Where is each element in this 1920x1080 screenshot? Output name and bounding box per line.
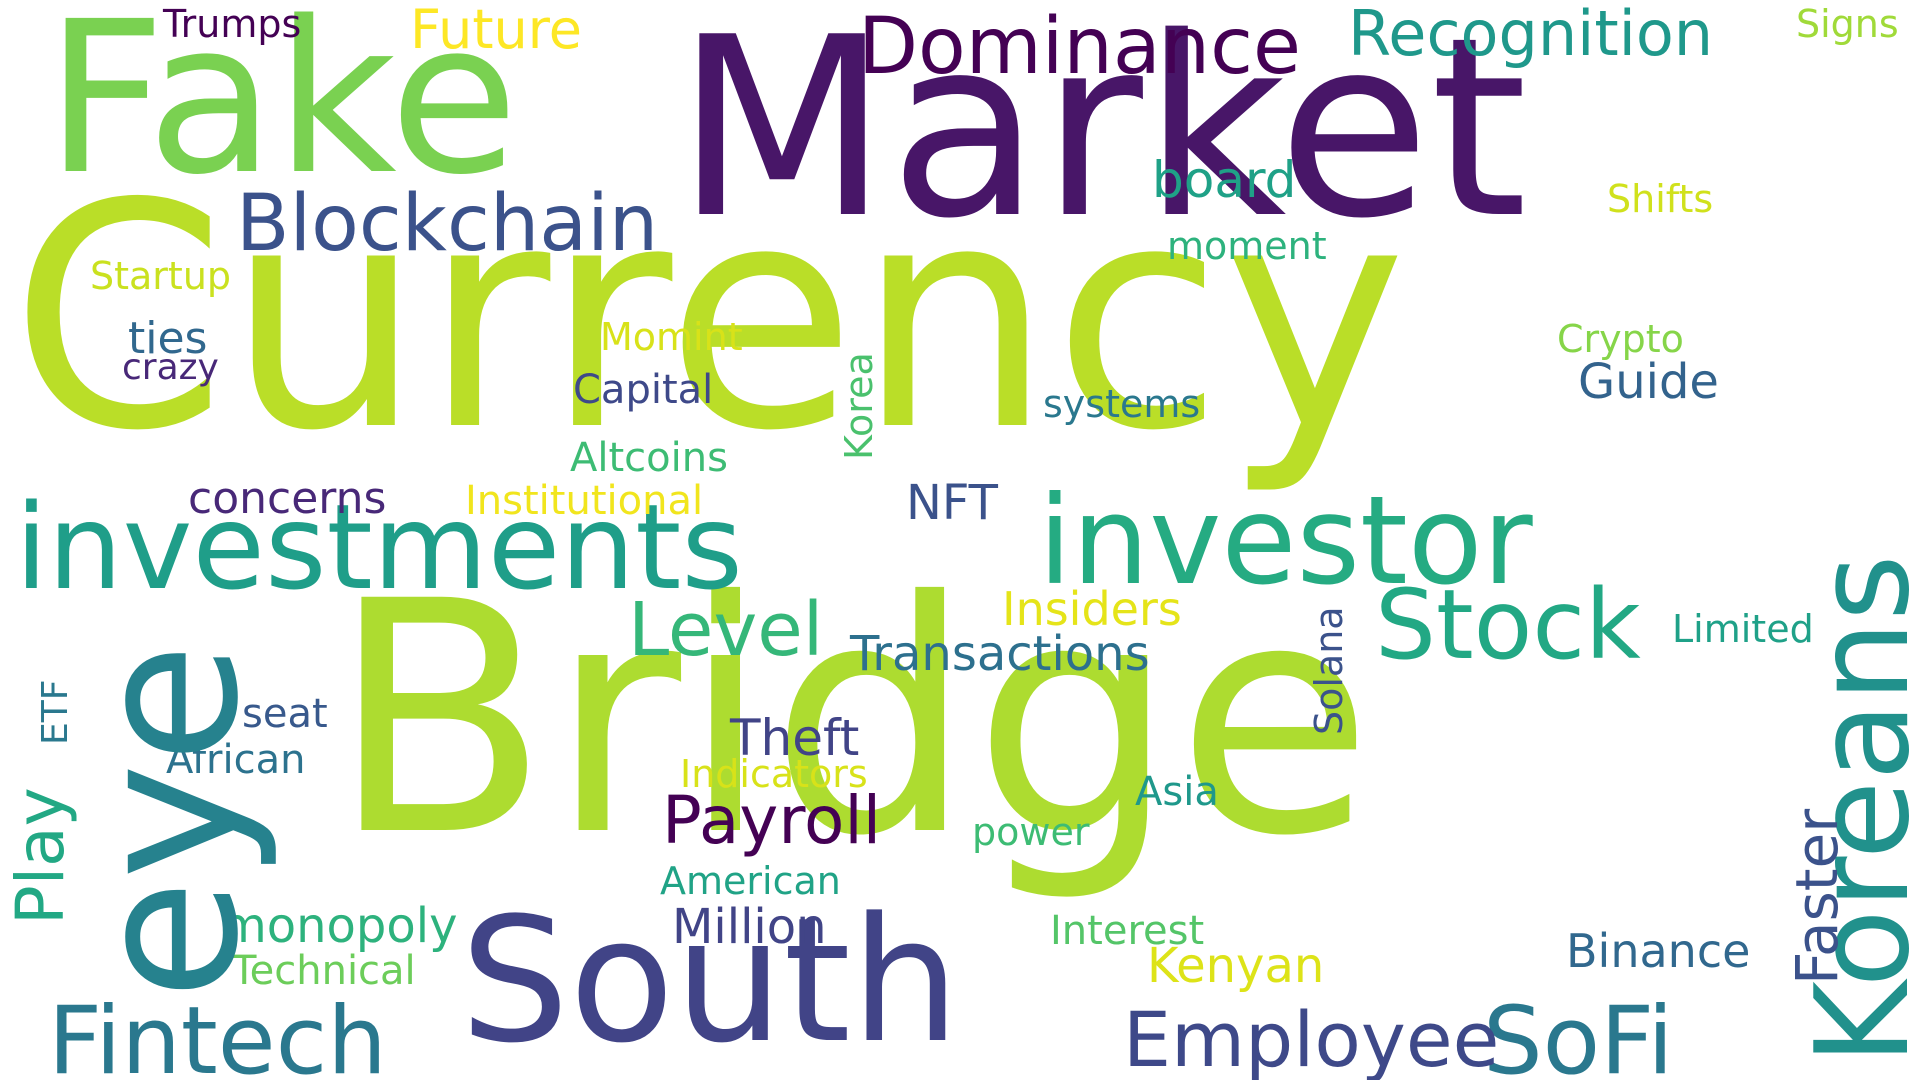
word-payroll: Payroll — [662, 782, 882, 859]
word-fake: Fake — [45, 0, 519, 221]
word-african: African — [166, 737, 306, 783]
word-theft: Theft — [730, 709, 860, 767]
word-ties: ties — [128, 313, 208, 364]
word-systems: systems — [1043, 382, 1201, 426]
word-shifts: Shifts — [1607, 177, 1714, 221]
word-currency: Currency — [10, 138, 1407, 499]
word-crypto: Crypto — [1557, 317, 1684, 361]
word-insiders: Insiders — [1002, 582, 1182, 636]
word-eye: eye — [54, 642, 282, 1000]
word-recognition: Recognition — [1348, 0, 1714, 70]
word-startup: Startup — [90, 254, 232, 298]
word-level: Level — [628, 587, 824, 673]
word-capital: Capital — [573, 367, 714, 413]
word-employee: Employee — [1123, 995, 1500, 1080]
word-stock: Stock — [1375, 569, 1641, 681]
word-bridge: Bridge — [330, 534, 1374, 906]
word-kenyan: Kenyan — [1147, 938, 1325, 994]
word-market: Market — [675, 0, 1528, 273]
word-trumps: Trumps — [163, 2, 302, 46]
word-asia: Asia — [1135, 769, 1219, 815]
word-solana: Solana — [1307, 606, 1351, 735]
word-moment: moment — [1167, 224, 1327, 268]
word-concerns: concerns — [188, 473, 387, 524]
word-power: power — [972, 810, 1090, 854]
word-nft: NFT — [906, 475, 998, 531]
word-sofi: SoFi — [1483, 987, 1674, 1080]
word-binance: Binance — [1566, 924, 1751, 978]
word-crazy: crazy — [122, 347, 219, 388]
word-future: Future — [410, 0, 582, 61]
word-fintech: Fintech — [48, 987, 387, 1080]
word-board: board — [1152, 151, 1297, 209]
word-signs: Signs — [1796, 2, 1899, 46]
word-million: Million — [672, 899, 827, 955]
word-investor: investor — [1038, 470, 1533, 612]
word-institutional: Institutional — [465, 478, 704, 524]
word-south: South — [460, 880, 960, 1080]
word-blockchain: Blockchain — [236, 179, 659, 269]
word-seat: seat — [242, 691, 328, 737]
word-american: American — [660, 859, 841, 903]
word-investments: investments — [15, 478, 743, 616]
word-technical: Technical — [232, 948, 416, 994]
word-faster: Faster — [1783, 808, 1851, 985]
word-interest: Interest — [1050, 908, 1205, 954]
word-guide: Guide — [1578, 354, 1719, 410]
word-dominance: Dominance — [858, 2, 1301, 92]
word-korea: Korea — [837, 352, 881, 460]
word-altcoins: Altcoins — [570, 435, 728, 481]
word-transactions: Transactions — [850, 626, 1150, 682]
word-momint: Momint — [600, 315, 743, 359]
word-monopoly: monopoly — [220, 898, 458, 954]
word-play: Play — [2, 787, 79, 925]
word-limited: Limited — [1672, 607, 1814, 651]
word-indicators: Indicators — [680, 752, 868, 796]
word-etf: ETF — [35, 679, 76, 745]
